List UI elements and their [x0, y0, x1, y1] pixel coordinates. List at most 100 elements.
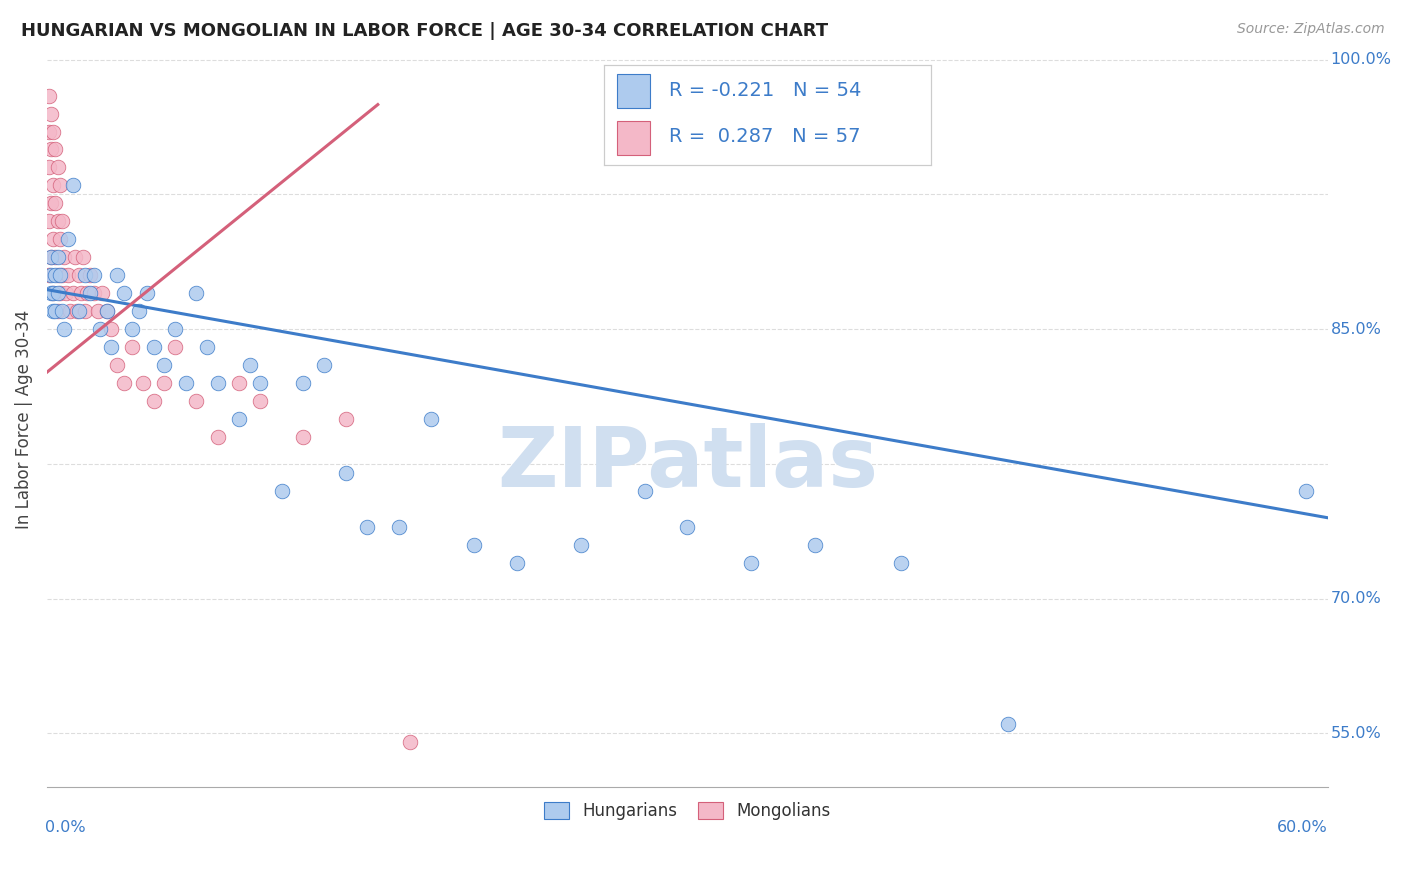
Point — [39, 106, 62, 120]
Point — [676, 520, 699, 534]
Point — [163, 322, 186, 336]
Point — [66, 304, 89, 318]
Point — [44, 250, 66, 264]
Point — [997, 717, 1019, 731]
Text: 85.0%: 85.0% — [1330, 322, 1381, 336]
Point — [55, 286, 77, 301]
Point — [42, 286, 65, 301]
Point — [51, 268, 73, 283]
Point — [121, 322, 143, 336]
Point — [569, 538, 592, 552]
Text: 55.0%: 55.0% — [1330, 726, 1381, 741]
Point — [388, 520, 411, 534]
Point — [62, 286, 84, 301]
Y-axis label: In Labor Force | Age 30-34: In Labor Force | Age 30-34 — [15, 310, 32, 529]
Point — [270, 483, 292, 498]
Point — [91, 286, 114, 301]
Text: 60.0%: 60.0% — [1277, 820, 1327, 835]
Point — [75, 304, 97, 318]
Point — [51, 304, 73, 318]
Point — [1295, 483, 1317, 498]
Point — [39, 196, 62, 211]
Point — [38, 214, 60, 228]
Point — [44, 304, 66, 318]
Point — [335, 412, 357, 426]
Point — [42, 304, 65, 318]
Legend: Hungarians, Mongolians: Hungarians, Mongolians — [537, 796, 837, 827]
Point — [890, 556, 912, 570]
Point — [142, 340, 165, 354]
Point — [58, 268, 80, 283]
Point — [52, 322, 75, 336]
Point — [228, 376, 250, 390]
Point — [44, 196, 66, 211]
Point — [292, 430, 315, 444]
Point — [48, 178, 70, 193]
Point — [174, 376, 197, 390]
Point — [83, 268, 105, 283]
Point — [132, 376, 155, 390]
Point — [46, 161, 69, 175]
Point — [228, 412, 250, 426]
Point — [112, 376, 135, 390]
Point — [153, 376, 176, 390]
Point — [314, 358, 336, 372]
Point — [207, 430, 229, 444]
Point — [740, 556, 762, 570]
Point — [142, 394, 165, 409]
Text: Source: ZipAtlas.com: Source: ZipAtlas.com — [1237, 22, 1385, 37]
Point — [75, 268, 97, 283]
Point — [100, 322, 122, 336]
Point — [63, 250, 86, 264]
Point — [62, 178, 84, 193]
Point — [186, 394, 208, 409]
Point — [89, 322, 111, 336]
Point — [100, 340, 122, 354]
Point — [153, 358, 176, 372]
Point — [67, 304, 90, 318]
Point — [46, 214, 69, 228]
Point — [87, 304, 110, 318]
Point — [463, 538, 485, 552]
Point — [42, 232, 65, 246]
Point — [39, 286, 62, 301]
Point — [398, 735, 420, 749]
Point — [48, 232, 70, 246]
Point — [356, 520, 378, 534]
Point — [46, 268, 69, 283]
Point — [42, 286, 65, 301]
Point — [249, 376, 271, 390]
Point — [239, 358, 262, 372]
Point — [128, 304, 150, 318]
Point — [70, 286, 93, 301]
Point — [207, 376, 229, 390]
Point — [39, 250, 62, 264]
Point — [58, 232, 80, 246]
Point — [335, 466, 357, 480]
Point — [76, 286, 98, 301]
Point — [96, 304, 118, 318]
Point — [186, 286, 208, 301]
Point — [44, 268, 66, 283]
Point — [121, 340, 143, 354]
Point — [163, 340, 186, 354]
Point — [38, 161, 60, 175]
Point — [79, 268, 101, 283]
Point — [79, 286, 101, 301]
Text: HUNGARIAN VS MONGOLIAN IN LABOR FORCE | AGE 30-34 CORRELATION CHART: HUNGARIAN VS MONGOLIAN IN LABOR FORCE | … — [21, 22, 828, 40]
Point — [51, 214, 73, 228]
Point — [52, 250, 75, 264]
Point — [96, 304, 118, 318]
Point — [249, 394, 271, 409]
Point — [105, 268, 128, 283]
Point — [38, 124, 60, 138]
Point — [72, 250, 94, 264]
Point — [39, 143, 62, 157]
Point — [46, 286, 69, 301]
Point — [634, 483, 657, 498]
Point — [39, 268, 62, 283]
Point — [195, 340, 218, 354]
Point — [46, 250, 69, 264]
Point — [46, 304, 69, 318]
Point — [420, 412, 443, 426]
